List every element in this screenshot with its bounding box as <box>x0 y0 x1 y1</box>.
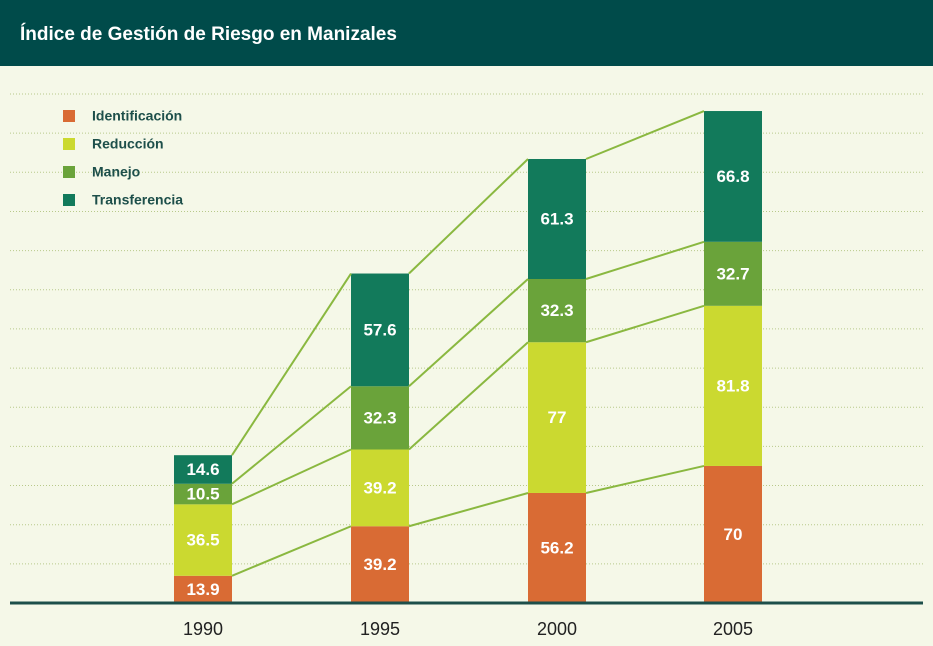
value-label: 39.2 <box>363 478 396 497</box>
value-label: 70 <box>724 525 743 544</box>
bar-segment <box>174 504 232 576</box>
bar-segment <box>174 455 232 484</box>
x-tick-label: 2000 <box>537 619 577 639</box>
x-tick-label: 1990 <box>183 619 223 639</box>
bar-segment <box>528 342 586 493</box>
bar-segment <box>528 279 586 343</box>
connector-line <box>408 341 529 451</box>
value-label: 14.6 <box>186 460 219 479</box>
connector-line <box>231 448 352 506</box>
legend-label: Identificación <box>92 108 182 124</box>
value-label: 77 <box>548 408 567 427</box>
bar-segment <box>528 158 586 280</box>
bar-segment <box>174 483 232 505</box>
bar-segment <box>351 526 409 603</box>
bar-segment <box>704 465 762 603</box>
bar-segment <box>704 111 762 242</box>
value-label: 56.2 <box>540 538 573 557</box>
value-label: 32.3 <box>540 301 573 320</box>
connector-line <box>231 272 352 456</box>
bar-segment <box>704 241 762 306</box>
connector-line <box>585 110 705 160</box>
legend-swatch <box>63 110 75 122</box>
bar-segment <box>351 273 409 387</box>
bar-segment <box>351 386 409 450</box>
value-label: 81.8 <box>716 376 749 395</box>
connector-line <box>408 278 529 388</box>
connector-line <box>231 385 352 485</box>
value-label: 36.5 <box>186 531 219 550</box>
x-tick-label: 1995 <box>360 619 400 639</box>
connector-line <box>585 240 705 280</box>
legend-swatch <box>63 166 75 178</box>
value-label: 66.8 <box>716 167 749 186</box>
legend-swatch <box>63 138 75 150</box>
value-label: 32.3 <box>363 408 396 427</box>
connector-line <box>408 492 529 528</box>
chart-title: Índice de Gestión de Riesgo en Manizales <box>20 23 397 45</box>
legend-label: Manejo <box>92 164 140 180</box>
x-tick-label: 2005 <box>713 619 753 639</box>
value-label: 61.3 <box>540 209 573 228</box>
value-label: 13.9 <box>186 580 219 599</box>
bar-segment <box>174 575 232 603</box>
legend-label: Reducción <box>92 136 164 152</box>
value-label: 32.7 <box>716 264 749 283</box>
connector-line <box>408 158 529 275</box>
legend-swatch <box>63 194 75 206</box>
connector-line <box>585 464 705 494</box>
bar-segment <box>528 492 586 603</box>
connector-line <box>585 304 705 344</box>
bar-segment <box>704 305 762 466</box>
bar-segment <box>351 449 409 527</box>
legend-label: Transferencia <box>92 192 183 208</box>
connector-line <box>231 525 352 577</box>
value-label: 57.6 <box>363 320 396 339</box>
value-label: 39.2 <box>363 555 396 574</box>
value-label: 10.5 <box>186 485 219 504</box>
header <box>0 0 933 66</box>
